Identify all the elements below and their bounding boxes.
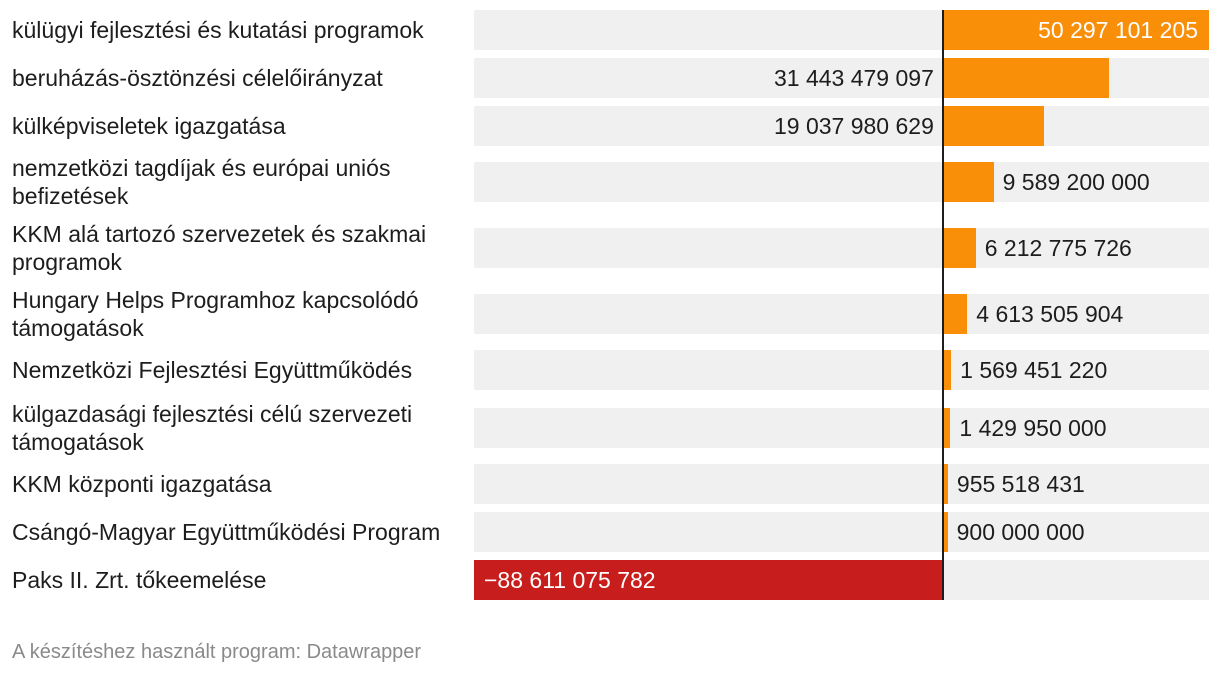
bar bbox=[942, 162, 994, 202]
bar-track: −88 611 075 782 bbox=[474, 560, 1209, 600]
category-label: külképviseletek igazgatása bbox=[12, 113, 286, 139]
value-label: 19 037 980 629 bbox=[773, 113, 934, 139]
bar-row: külgazdasági fejlesztési célú szervezeti… bbox=[0, 396, 1220, 460]
category-label: beruházás-ösztönzési célelőirányzat bbox=[12, 65, 383, 91]
bar-row: KKM központi igazgatása 955 518 431 bbox=[0, 460, 1220, 508]
value-label: 9 589 200 000 bbox=[1002, 169, 1150, 195]
category-label: külgazdasági fejlesztési célú szervezeti… bbox=[12, 401, 413, 455]
bar-row: Csángó-Magyar Együttműködési Program 900 … bbox=[0, 508, 1220, 556]
category-label: Paks II. Zrt. tőkeemelése bbox=[12, 567, 267, 593]
value-label: 900 000 000 bbox=[956, 519, 1085, 545]
category-label: Hungary Helps Programhoz kapcsolódó támo… bbox=[12, 287, 419, 341]
value-label: −88 611 075 782 bbox=[484, 567, 656, 593]
bar-row: Nemzetközi Fejlesztési Együttműködés 1 56… bbox=[0, 346, 1220, 394]
category-label: Nemzetközi Fejlesztési Együttműködés bbox=[12, 357, 413, 383]
bar-row: külképviseletek igazgatása 19 037 980 629 bbox=[0, 102, 1220, 150]
value-label: 4 613 505 904 bbox=[976, 301, 1124, 327]
bar-track: 1 429 950 000 bbox=[474, 408, 1209, 448]
bar-track: 900 000 000 bbox=[474, 512, 1209, 552]
footer-credit: A készítéshez használt program: Datawrap… bbox=[12, 641, 422, 663]
bar bbox=[942, 294, 968, 334]
value-label: 31 443 479 097 bbox=[773, 65, 934, 91]
bar bbox=[942, 408, 951, 448]
value-label: 955 518 431 bbox=[956, 471, 1085, 497]
category-label: nemzetközi tagdíjak és európai uniós bef… bbox=[12, 155, 391, 209]
bar-track: 19 037 980 629 bbox=[474, 106, 1209, 146]
bar-row: külügyi fejlesztési és kutatási programo… bbox=[0, 6, 1220, 54]
bar bbox=[942, 10, 1209, 50]
bar-track: 1 569 451 220 bbox=[474, 350, 1209, 390]
bar-track: 955 518 431 bbox=[474, 464, 1209, 504]
category-label: Csángó-Magyar Együttműködési Program bbox=[12, 519, 441, 545]
value-label: 1 429 950 000 bbox=[959, 415, 1107, 441]
category-label: KKM központi igazgatása bbox=[12, 471, 272, 497]
bar bbox=[942, 228, 976, 268]
bar bbox=[474, 560, 943, 600]
bar-row: beruházás-ösztönzési célelőirányzat 31 44… bbox=[0, 54, 1220, 102]
value-label: 1 569 451 220 bbox=[960, 357, 1108, 383]
bar-track: 50 297 101 205 bbox=[474, 10, 1209, 50]
bar bbox=[942, 464, 948, 504]
bar-row: nemzetközi tagdíjak és európai uniós bef… bbox=[0, 150, 1220, 214]
bar bbox=[942, 512, 948, 552]
bar-track: 6 212 775 726 bbox=[474, 228, 1209, 268]
bar-row: KKM alá tartozó szervezetek és szakmai p… bbox=[0, 216, 1220, 280]
category-label: külügyi fejlesztési és kutatási programo… bbox=[12, 17, 424, 43]
bar-row: Paks II. Zrt. tőkeemelése −88 611 075 782 bbox=[0, 556, 1220, 604]
bar bbox=[942, 106, 1044, 146]
bar-track: 9 589 200 000 bbox=[474, 162, 1209, 202]
bar bbox=[942, 58, 1110, 98]
value-label: 50 297 101 205 bbox=[1038, 17, 1198, 43]
bar bbox=[942, 350, 952, 390]
value-label: 6 212 775 726 bbox=[984, 235, 1132, 261]
bar-track: 4 613 505 904 bbox=[474, 294, 1209, 334]
bar-chart: külügyi fejlesztési és kutatási programo… bbox=[0, 6, 1220, 604]
bar-row: Hungary Helps Programhoz kapcsolódó támo… bbox=[0, 282, 1220, 346]
category-label: KKM alá tartozó szervezetek és szakmai p… bbox=[12, 221, 427, 275]
zero-line bbox=[941, 10, 944, 600]
bar-track: 31 443 479 097 bbox=[474, 58, 1209, 98]
